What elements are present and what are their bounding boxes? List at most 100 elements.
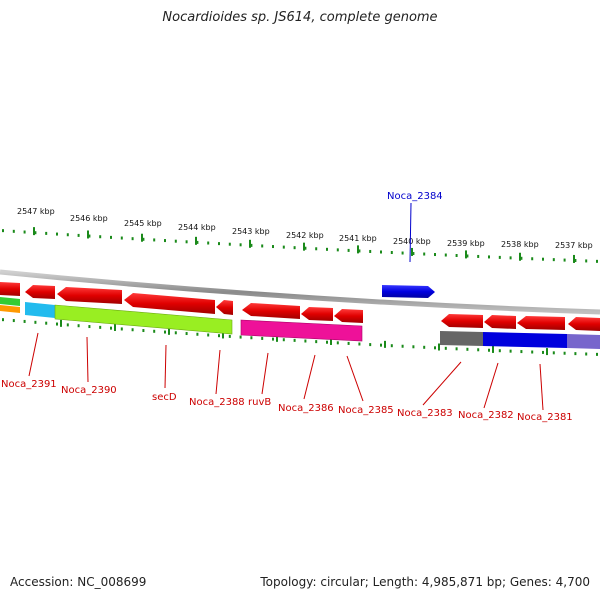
gene-noca-2383[interactable] [441,314,483,328]
gene-label-ruvb[interactable]: ruvB [248,397,271,408]
major-scale-ticks [33,227,575,356]
major-tick [519,252,521,261]
major-tick [465,250,467,259]
gene-label-noca-2390[interactable]: Noca_2390 [61,385,117,396]
gene-noca-2382b[interactable] [517,316,565,330]
major-tick [357,245,359,254]
topology-text: Topology: circular; Length: 4,985,871 bp… [260,575,590,589]
gene-label-noca-2384[interactable]: Noca_2384 [387,191,443,202]
scale-dot [477,254,480,258]
gene-noca-2386[interactable] [301,307,333,321]
scale-dot [110,326,112,330]
scale-dot [45,231,48,235]
scale-dot [250,336,253,340]
scale-dot [174,331,177,335]
scale-dot [434,253,436,257]
scale-dot [2,229,4,233]
scale-dot [444,346,447,350]
gene-secd[interactable] [57,287,122,304]
lower-scale-dots [2,318,598,356]
scale-dot [228,334,231,338]
scale-dot [326,340,328,344]
major-tick [492,345,494,353]
scale-dot [488,255,490,259]
scale-dot [336,341,339,345]
cog-band-blue [483,332,567,348]
gene-label-noca-2386[interactable]: Noca_2386 [278,403,334,414]
major-tick [168,327,170,335]
major-tick [330,337,332,345]
gene-label-secd[interactable]: secD [152,392,177,403]
major-tick [276,334,278,342]
major-tick [195,236,197,245]
gene-label-noca-2382[interactable]: Noca_2382 [458,410,514,421]
scale-dot [380,343,382,347]
scale-dot [66,323,69,327]
cog-band-green [0,297,20,306]
major-tick [249,239,251,248]
gene-noca-2381[interactable] [568,317,600,331]
scale-dot [390,251,393,255]
map-title: Nocardioides sp. JS614, complete genome [162,10,438,25]
gene-label-noca-2381[interactable]: Noca_2381 [517,412,573,423]
scale-dot [369,343,372,347]
gene-label-noca-2391[interactable]: Noca_2391 [1,379,57,390]
gene-noca-2385[interactable] [334,309,363,323]
scale-dot [185,240,188,244]
scale-dot [444,253,447,257]
scale-dot [282,338,285,342]
gene-noca-2391[interactable] [0,282,20,296]
scale-dot [110,235,112,239]
scale-dot [488,348,490,352]
gene-noca-2390[interactable] [25,285,55,299]
scale-dot [142,329,145,333]
major-tick [438,343,440,351]
gene-label-noca-2383[interactable]: Noca_2383 [397,408,453,419]
major-tick [573,254,575,263]
scale-dot [552,351,555,355]
scale-dot [23,319,26,323]
scale-dot [585,352,588,356]
scale-dot [358,249,361,253]
scale-dot [358,342,361,346]
major-tick [141,233,143,242]
scale-dot [131,328,134,332]
scale-dot [120,236,123,240]
scale-dot [66,233,69,237]
scale-dot [498,349,501,353]
scale-dot [563,258,566,262]
scale-dot [239,335,242,339]
gene-ruvb[interactable] [242,303,300,319]
scale-dot [34,320,37,324]
cog-bands [0,297,600,349]
scale-dot [218,334,220,338]
scale-dot [542,257,544,261]
scale-dot [401,251,404,255]
scale-dot [552,258,555,262]
cog-band-purple [567,334,600,349]
gene-noca-2388[interactable] [124,293,215,314]
scale-dot [196,332,199,336]
scale-dot [380,250,382,254]
scale-dot [596,352,598,356]
scale-dot [261,244,264,248]
gene-label-noca-2388[interactable]: Noca_2388 [189,397,245,408]
scale-dot [185,332,188,336]
scale-dot [88,325,91,329]
scale-dot [531,257,534,261]
scale-dot [509,256,512,260]
gene-noca-2382[interactable] [484,315,516,329]
major-tick [222,331,224,339]
scale-dot [520,256,523,260]
gene-noca-2388b[interactable] [216,300,233,315]
scale-dot [99,235,102,239]
gene-label-noca-2385[interactable]: Noca_2385 [338,405,394,416]
scale-dot [466,347,469,351]
scale-label-2544: 2544 kbp [178,223,216,232]
scale-dot [315,340,318,344]
scale-label-2539: 2539 kbp [447,239,485,248]
gene-noca-2384[interactable] [382,285,435,298]
scale-label-2538: 2538 kbp [501,240,539,249]
scale-dot [207,333,210,337]
major-tick [411,247,413,256]
